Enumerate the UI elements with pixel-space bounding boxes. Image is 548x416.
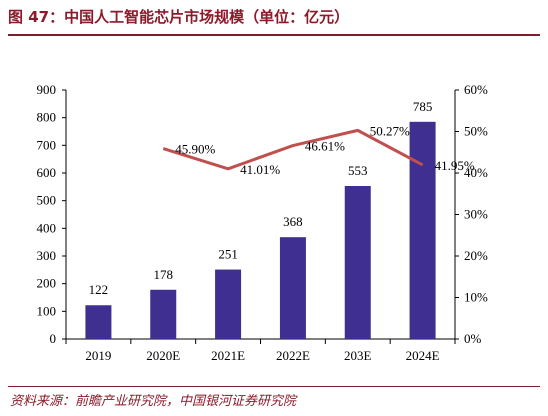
- growth-rate-label: 41.01%: [240, 162, 280, 177]
- left-axis-tick-label: 300: [37, 248, 57, 263]
- bar: [150, 289, 177, 339]
- left-axis-tick-label: 100: [37, 303, 57, 318]
- bar: [279, 237, 306, 339]
- bar-value-label: 785: [413, 99, 433, 114]
- bar-value-label: 122: [89, 282, 109, 297]
- bar: [215, 269, 242, 339]
- bar: [409, 121, 436, 339]
- left-axis-tick-label: 500: [37, 193, 57, 208]
- title-divider: [8, 34, 540, 36]
- right-axis-tick-label: 10%: [464, 290, 488, 305]
- left-axis-tick-label: 0: [50, 331, 57, 346]
- growth-line-series: [162, 128, 424, 171]
- x-axis-category-label: 2022E: [276, 348, 310, 363]
- growth-rate-label: 45.90%: [175, 142, 215, 157]
- x-axis-category-label: 203E: [344, 348, 372, 363]
- bar-series: [85, 121, 436, 339]
- bar: [85, 305, 112, 339]
- growth-line: [162, 128, 424, 171]
- data-labels: 122 178 251 368 553 785 45.90% 41.01% 46.61% 50.2…: [89, 99, 475, 297]
- x-axis-category-label: 2024E: [406, 348, 440, 363]
- right-axis-tick-label: 20%: [464, 248, 488, 263]
- chart-axes: 0 100 200 300 400 500 600 700 800 900 0% 10% 20% 30% 4…: [37, 82, 489, 363]
- source-divider: [8, 386, 540, 387]
- left-axis-tick-label: 400: [37, 220, 57, 235]
- right-axis-tick-label: 50%: [464, 124, 488, 139]
- right-axis-tick-label: 40%: [464, 165, 488, 180]
- bar-value-label: 368: [283, 214, 303, 229]
- right-axis-tick-label: 60%: [464, 82, 488, 97]
- left-axis-tick-label: 600: [37, 165, 57, 180]
- growth-rate-label: 50.27%: [370, 123, 410, 138]
- source-note: 资料来源：前瞻产业研究院，中国银河证券研究院: [10, 394, 297, 409]
- x-axis-category-label: 2020E: [146, 348, 180, 363]
- left-axis-tick-label: 700: [37, 137, 57, 152]
- growth-rate-label: 41.95%: [435, 158, 475, 173]
- x-axis-category-label: 2021E: [211, 348, 245, 363]
- left-axis-tick-label: 200: [37, 276, 57, 291]
- x-axis-category-label: 2019: [85, 348, 111, 363]
- bar-value-label: 251: [218, 247, 238, 262]
- left-axis-tick-label: 800: [37, 110, 57, 125]
- right-axis-tick-label: 0%: [464, 331, 482, 346]
- left-axis-tick-label: 900: [37, 82, 57, 97]
- bar-value-label: 178: [154, 267, 174, 282]
- right-axis-tick-label: 30%: [464, 207, 488, 222]
- bar: [344, 186, 371, 339]
- growth-rate-label: 46.61%: [305, 139, 345, 154]
- chart: 0 100 200 300 400 500 600 700 800 900 0% 10% 20% 30% 4…: [37, 82, 489, 363]
- chart-title: 图 47：中国人工智能芯片市场规模（单位：亿元）: [8, 8, 350, 26]
- bar-value-label: 553: [348, 163, 368, 178]
